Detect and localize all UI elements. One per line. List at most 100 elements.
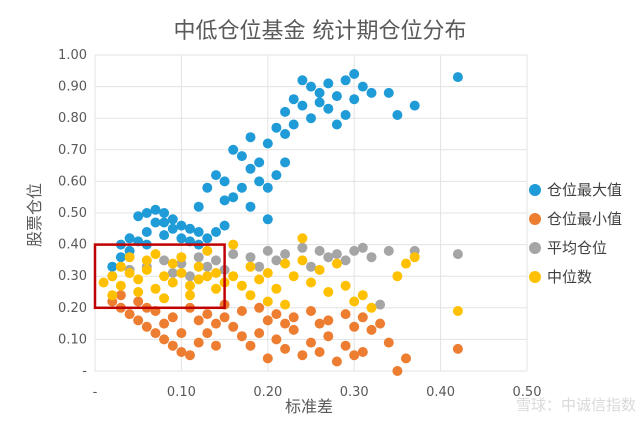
data-point xyxy=(314,87,325,98)
legend-marker xyxy=(529,271,541,283)
y-axis-label: 股票仓位 xyxy=(25,183,44,247)
data-point xyxy=(452,343,463,354)
data-point xyxy=(349,321,360,332)
data-point xyxy=(331,91,342,102)
data-point xyxy=(452,249,463,260)
x-axis-label: 标准差 xyxy=(285,397,333,416)
x-tick-label: 0.50 xyxy=(513,385,542,400)
data-point xyxy=(176,220,187,231)
data-point xyxy=(340,340,351,351)
x-tick-label: - xyxy=(93,385,98,400)
data-point xyxy=(159,334,170,345)
data-point xyxy=(159,271,170,282)
data-point xyxy=(185,223,195,234)
data-point xyxy=(167,258,178,269)
data-point xyxy=(366,302,377,313)
data-point xyxy=(124,268,135,278)
data-point xyxy=(228,239,239,250)
data-point xyxy=(392,110,403,120)
data-point xyxy=(409,252,420,263)
data-point xyxy=(236,331,247,342)
data-point xyxy=(271,170,282,181)
data-point xyxy=(297,75,308,86)
data-point xyxy=(323,287,334,297)
data-point xyxy=(288,324,299,335)
legend-marker xyxy=(529,213,541,225)
data-point xyxy=(383,337,394,348)
data-point xyxy=(236,306,247,316)
data-point xyxy=(202,261,213,272)
x-tick-label: 0.20 xyxy=(253,385,282,400)
data-point xyxy=(297,255,308,266)
data-point xyxy=(176,233,187,244)
data-point xyxy=(340,110,351,120)
data-point xyxy=(211,318,221,329)
data-point xyxy=(107,290,118,301)
data-point xyxy=(297,100,308,111)
data-point xyxy=(167,214,178,225)
data-point xyxy=(159,293,170,304)
y-tick-label: 0.90 xyxy=(58,80,87,95)
data-point xyxy=(159,255,170,266)
data-point xyxy=(185,280,195,291)
data-point xyxy=(306,277,316,288)
data-point xyxy=(211,227,221,237)
data-point xyxy=(124,233,135,244)
data-point xyxy=(314,318,325,329)
y-tick-label: 0.50 xyxy=(58,206,87,221)
data-point xyxy=(314,97,325,108)
data-point xyxy=(314,264,325,275)
data-point xyxy=(202,309,213,320)
data-point xyxy=(262,182,273,193)
data-point xyxy=(159,230,170,241)
x-axis-ticks: - 0.10 0.20 0.30 0.40 0.50 xyxy=(93,385,542,400)
data-point xyxy=(306,261,316,272)
data-point xyxy=(288,312,299,323)
x-tick-label: 0.30 xyxy=(340,385,369,400)
data-point xyxy=(167,340,178,351)
data-point xyxy=(383,87,394,98)
legend-label: 仓位最大值 xyxy=(547,181,622,199)
watermark: 雪球：中诚信指数 xyxy=(516,396,636,414)
data-point xyxy=(280,249,291,260)
data-point xyxy=(306,81,316,92)
data-point xyxy=(150,249,161,260)
data-point xyxy=(193,201,204,212)
data-point xyxy=(401,353,411,364)
data-point xyxy=(349,296,360,307)
data-point xyxy=(185,290,195,301)
data-point xyxy=(331,356,342,367)
data-point xyxy=(228,321,239,332)
data-point xyxy=(262,315,273,326)
data-point xyxy=(167,223,178,234)
data-point xyxy=(306,113,316,124)
data-point xyxy=(202,182,213,193)
y-tick-label: - xyxy=(82,364,87,379)
data-point xyxy=(219,220,230,231)
data-point xyxy=(115,252,126,263)
data-point xyxy=(357,81,368,92)
data-point xyxy=(150,328,161,339)
data-point xyxy=(185,350,195,361)
data-point xyxy=(202,245,213,256)
data-point xyxy=(133,274,144,285)
data-point xyxy=(366,252,377,263)
y-tick-label: 0.30 xyxy=(58,269,87,284)
data-point xyxy=(262,138,273,149)
data-point xyxy=(211,268,221,278)
data-point xyxy=(202,271,213,282)
data-point xyxy=(340,255,351,266)
data-point xyxy=(392,366,403,376)
data-point xyxy=(409,100,420,111)
data-point xyxy=(323,78,334,89)
data-point xyxy=(297,233,308,244)
data-point xyxy=(357,242,368,253)
data-point xyxy=(245,163,256,174)
data-point xyxy=(288,94,299,105)
data-point xyxy=(133,287,144,297)
data-point xyxy=(254,328,265,339)
data-point xyxy=(280,157,291,168)
data-point xyxy=(167,277,178,288)
